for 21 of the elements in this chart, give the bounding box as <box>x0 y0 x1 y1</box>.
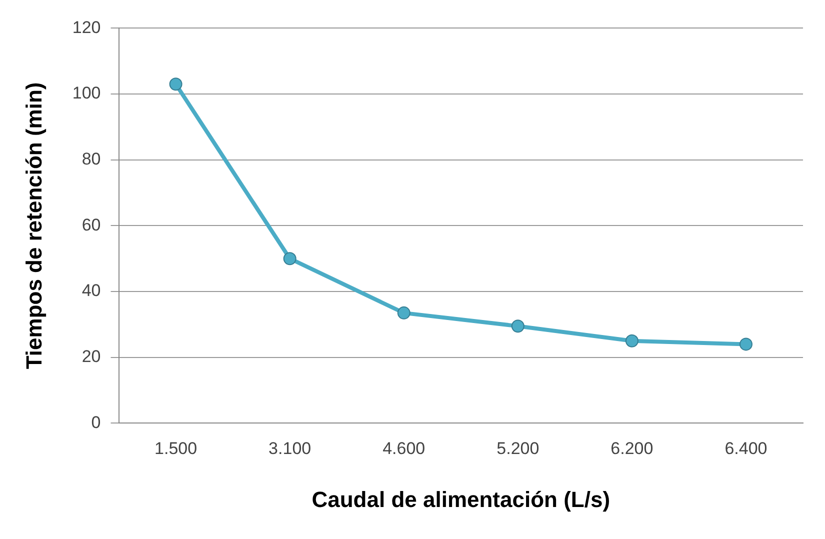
y-tick-label: 40 <box>82 281 101 300</box>
x-axis-title: Caudal de alimentación (L/s) <box>312 486 610 512</box>
y-tick-label: 0 <box>91 412 101 432</box>
x-tick-label: 5.200 <box>496 439 540 458</box>
x-tick-label: 6.200 <box>610 439 654 458</box>
point <box>283 252 296 266</box>
y-tick-label: 20 <box>82 347 101 366</box>
x-tick-label: 4.600 <box>382 439 426 458</box>
y-axis-title: Tiempos de retención (min) <box>21 82 46 370</box>
point <box>397 306 410 320</box>
x-tick-label: 3.100 <box>268 439 312 458</box>
y-tick-label: 100 <box>72 84 101 103</box>
y-tick-label: 60 <box>82 215 101 234</box>
point <box>169 78 182 91</box>
y-tick-label: 80 <box>82 150 101 169</box>
x-tick-label: 6.400 <box>724 439 768 458</box>
x-tick-label: 1.500 <box>154 439 198 458</box>
point <box>625 334 638 348</box>
point <box>739 338 752 351</box>
point <box>511 320 524 333</box>
y-tick-label: 120 <box>72 18 101 37</box>
